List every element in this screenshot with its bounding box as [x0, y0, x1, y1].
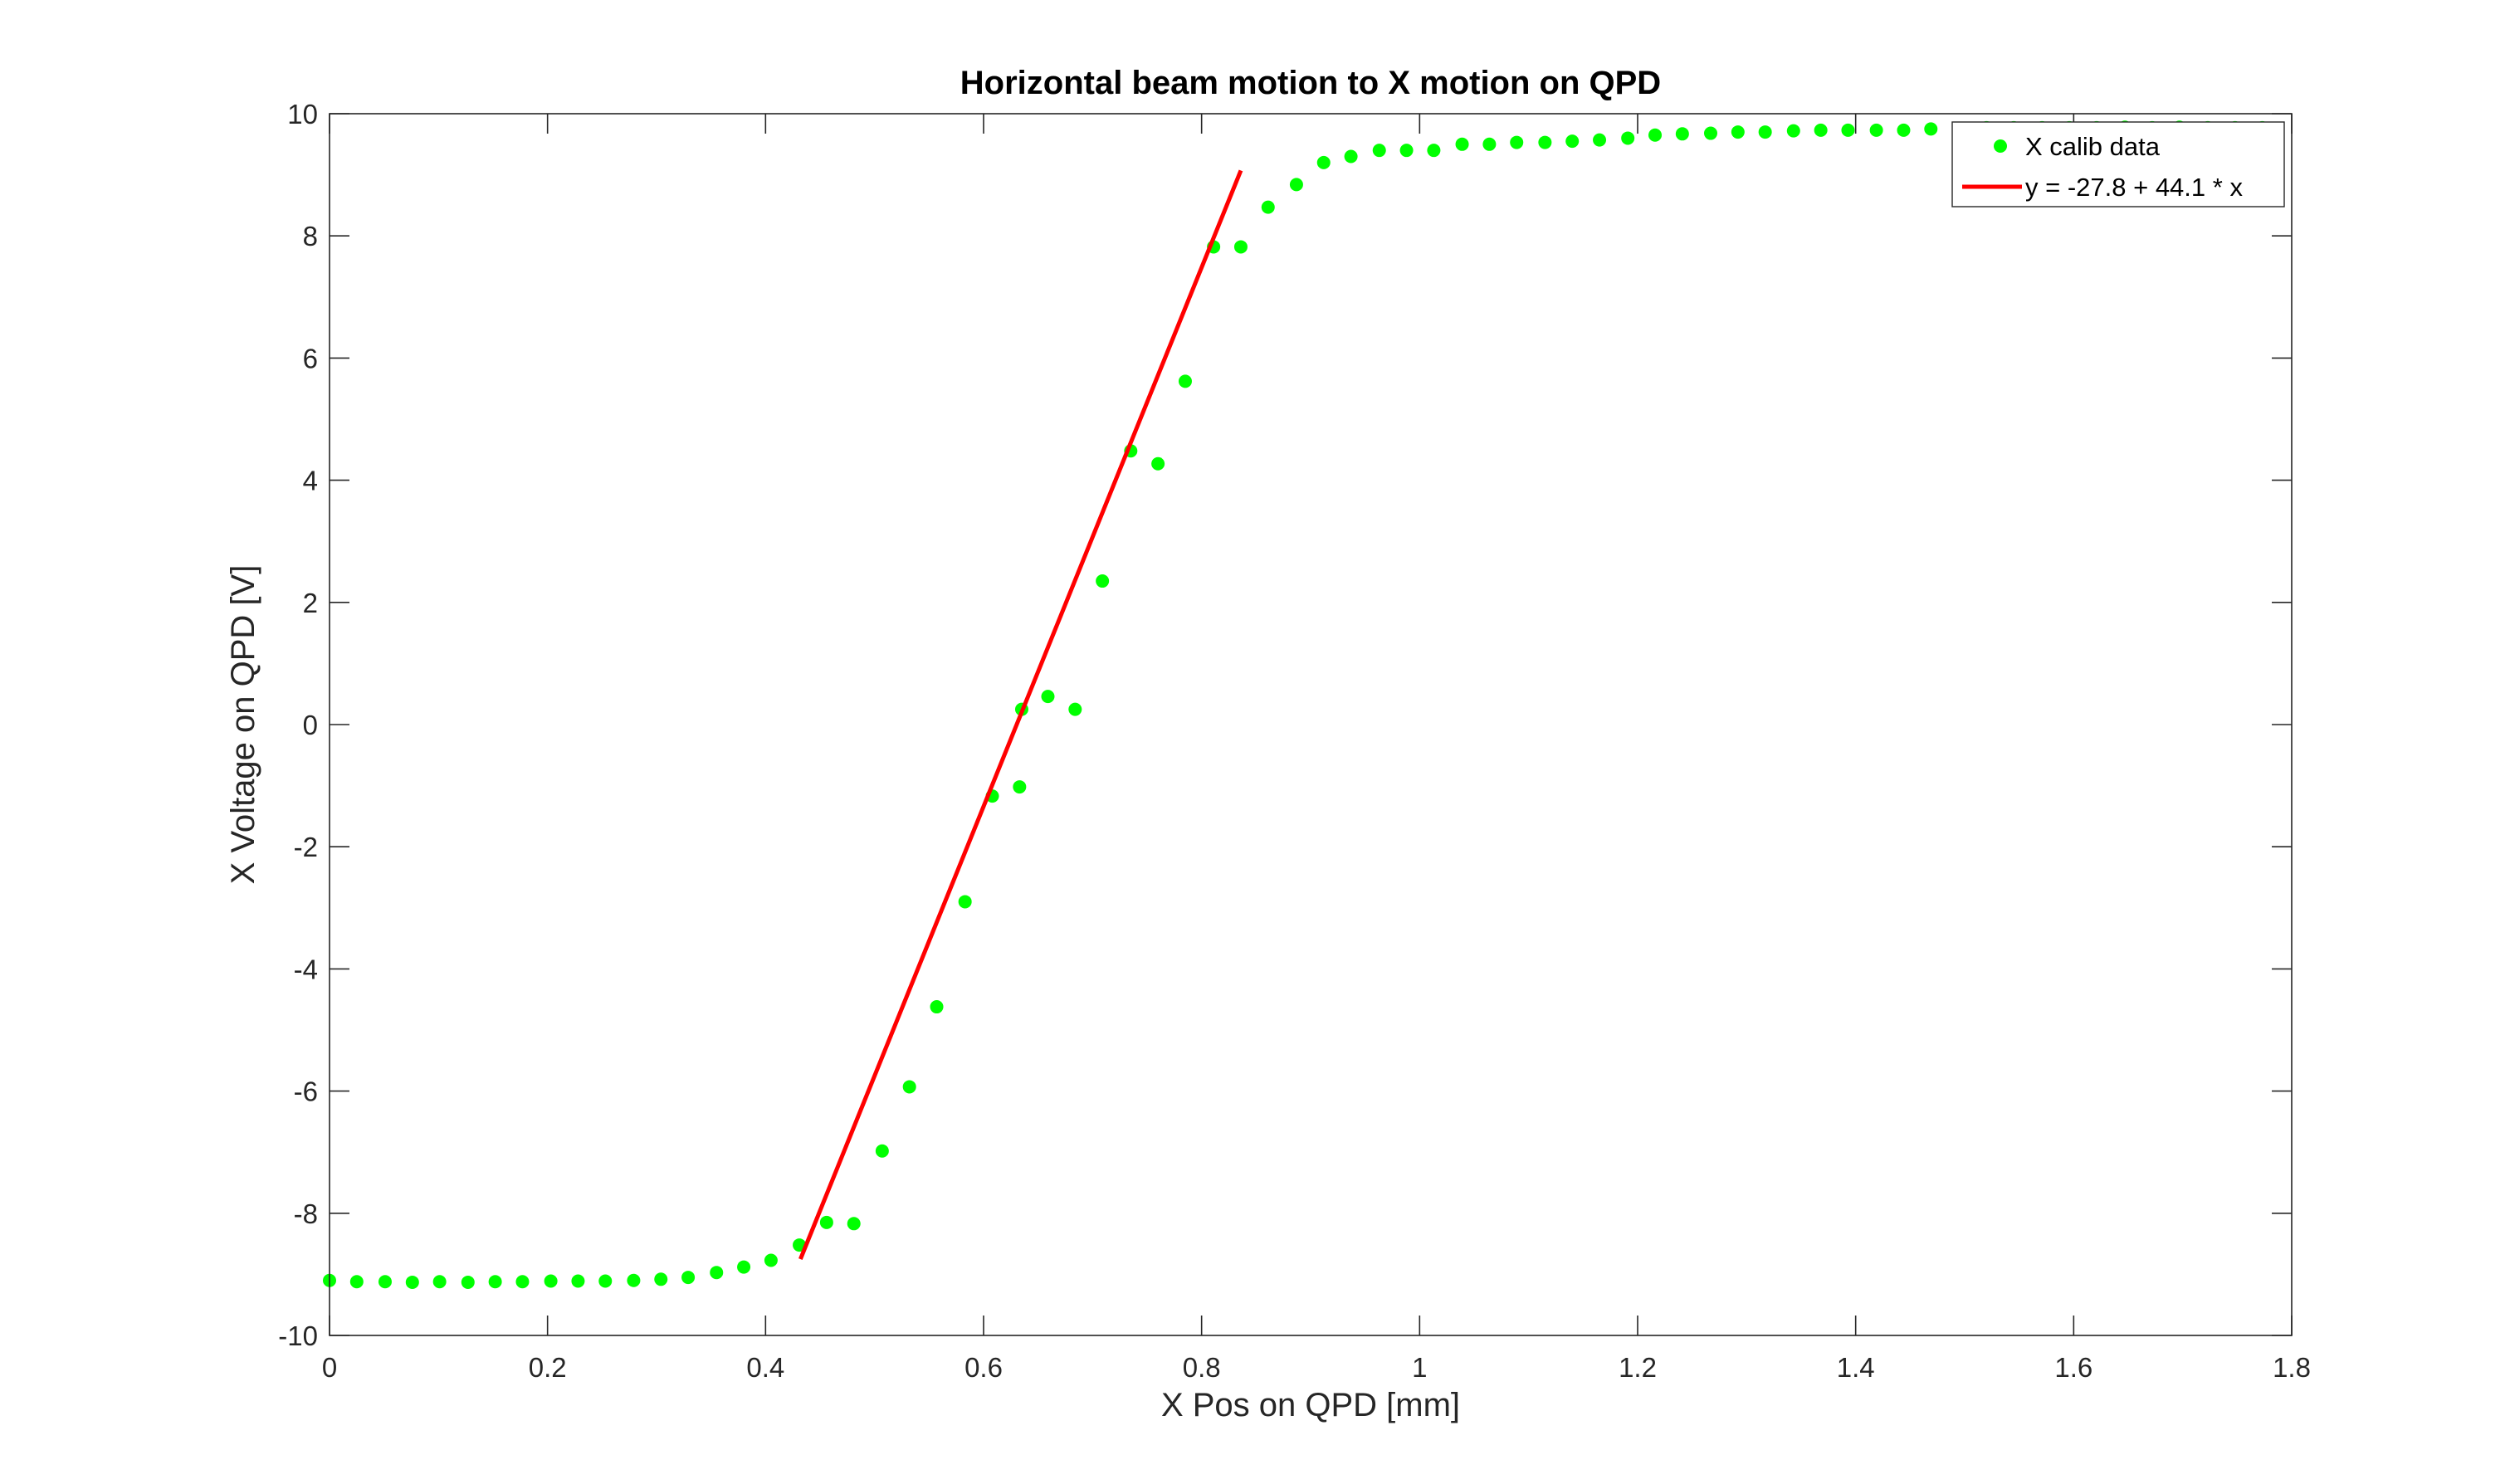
- x-tick-label: 0.4: [746, 1352, 784, 1383]
- data-point: [1316, 155, 1331, 169]
- data-point: [627, 1273, 641, 1287]
- data-point: [1344, 149, 1358, 164]
- data-point: [875, 1144, 889, 1158]
- data-point: [378, 1275, 392, 1289]
- data-point: [902, 1080, 916, 1094]
- legend: X calib data y = -27.8 + 44.1 * x: [1951, 121, 2285, 207]
- data-point: [1841, 123, 1855, 137]
- x-tick-label: 0.6: [964, 1352, 1003, 1383]
- data-point: [710, 1266, 724, 1280]
- data-point: [819, 1215, 833, 1229]
- data-point: [1510, 135, 1524, 149]
- data-point: [1068, 702, 1082, 716]
- data-point: [1924, 122, 1938, 136]
- x-tick-label: 1.2: [1619, 1352, 1657, 1383]
- data-point: [930, 1000, 944, 1014]
- y-tick-label: 4: [303, 466, 318, 496]
- y-tick-label: -8: [294, 1198, 318, 1229]
- data-point: [1372, 144, 1386, 158]
- data-point: [1399, 144, 1414, 158]
- y-tick-label: -4: [294, 954, 318, 984]
- legend-label-calib-data: X calib data: [2025, 132, 2161, 161]
- data-point: [544, 1274, 558, 1288]
- data-point: [432, 1275, 447, 1289]
- y-tick-label: -6: [294, 1076, 318, 1107]
- data-point: [654, 1272, 668, 1286]
- y-tick-label: 6: [303, 343, 318, 373]
- tick-labels: 0 0.2 0.4 0.6 0.8 1 1.2 1.4 1.6 1.8 -10 -8 -6 -4 -2 0 2 4…: [278, 99, 2311, 1383]
- data-point: [1041, 690, 1055, 704]
- y-tick-label: -10: [278, 1320, 318, 1351]
- data-point: [1482, 137, 1497, 151]
- data-point: [1648, 128, 1663, 142]
- data-point: [1869, 123, 1883, 137]
- data-point: [1427, 144, 1441, 158]
- data-point: [571, 1274, 585, 1288]
- data-point: [461, 1275, 475, 1289]
- data-point: [1178, 374, 1192, 388]
- data-point: [349, 1275, 364, 1289]
- data-point: [1455, 137, 1469, 151]
- data-point: [1786, 124, 1800, 138]
- x-tick-label: 1.8: [2273, 1352, 2311, 1383]
- y-axis-label: X Voltage on QPD [V]: [225, 565, 261, 885]
- data-point: [1233, 240, 1248, 254]
- data-point: [488, 1275, 502, 1289]
- data-point: [1289, 178, 1303, 192]
- data-point: [1151, 456, 1165, 471]
- data-point: [1013, 780, 1027, 794]
- legend-box: [1951, 121, 2285, 207]
- data-point: [1565, 134, 1580, 149]
- y-tick-label: 10: [287, 99, 318, 129]
- x-tick-label: 0.2: [529, 1352, 567, 1383]
- data-point: [764, 1253, 778, 1267]
- data-point: [737, 1260, 751, 1274]
- axes-box: [329, 113, 2293, 1336]
- data-point: [1675, 127, 1689, 141]
- legend-marker-calib-data: [1994, 139, 2007, 153]
- plot-area: [330, 114, 2292, 1335]
- y-tick-label: -2: [294, 832, 318, 862]
- x-tick-label: 0.8: [1183, 1352, 1221, 1383]
- data-point: [958, 895, 972, 909]
- data-point: [1096, 574, 1110, 588]
- x-tick-label: 1.6: [2054, 1352, 2092, 1383]
- data-point: [1703, 126, 1717, 140]
- x-tick-label: 1: [1412, 1352, 1427, 1383]
- chart-title: Horizontal beam motion to X motion on QP…: [960, 65, 1661, 101]
- data-point: [405, 1275, 419, 1289]
- x-tick-label: 1.4: [1837, 1352, 1875, 1383]
- data-point: [515, 1275, 530, 1289]
- data-point: [1731, 125, 1745, 139]
- data-point: [1897, 123, 1911, 137]
- x-tick-label: 0: [322, 1352, 337, 1383]
- x-axis-label: X Pos on QPD [mm]: [1161, 1387, 1460, 1423]
- legend-label-fit: y = -27.8 + 44.1 * x: [2025, 173, 2243, 202]
- data-point: [1758, 125, 1772, 139]
- data-point: [847, 1217, 861, 1231]
- data-point: [1814, 123, 1828, 137]
- data-point: [681, 1271, 696, 1285]
- data-point: [598, 1274, 613, 1288]
- data-point: [1538, 135, 1552, 149]
- data-point: [1261, 200, 1275, 214]
- fit-line: [798, 169, 1243, 1260]
- y-tick-label: 8: [303, 221, 318, 251]
- y-tick-label: 0: [303, 710, 318, 740]
- data-point: [1621, 131, 1635, 145]
- data-point: [1593, 133, 1607, 147]
- y-tick-label: 2: [303, 588, 318, 618]
